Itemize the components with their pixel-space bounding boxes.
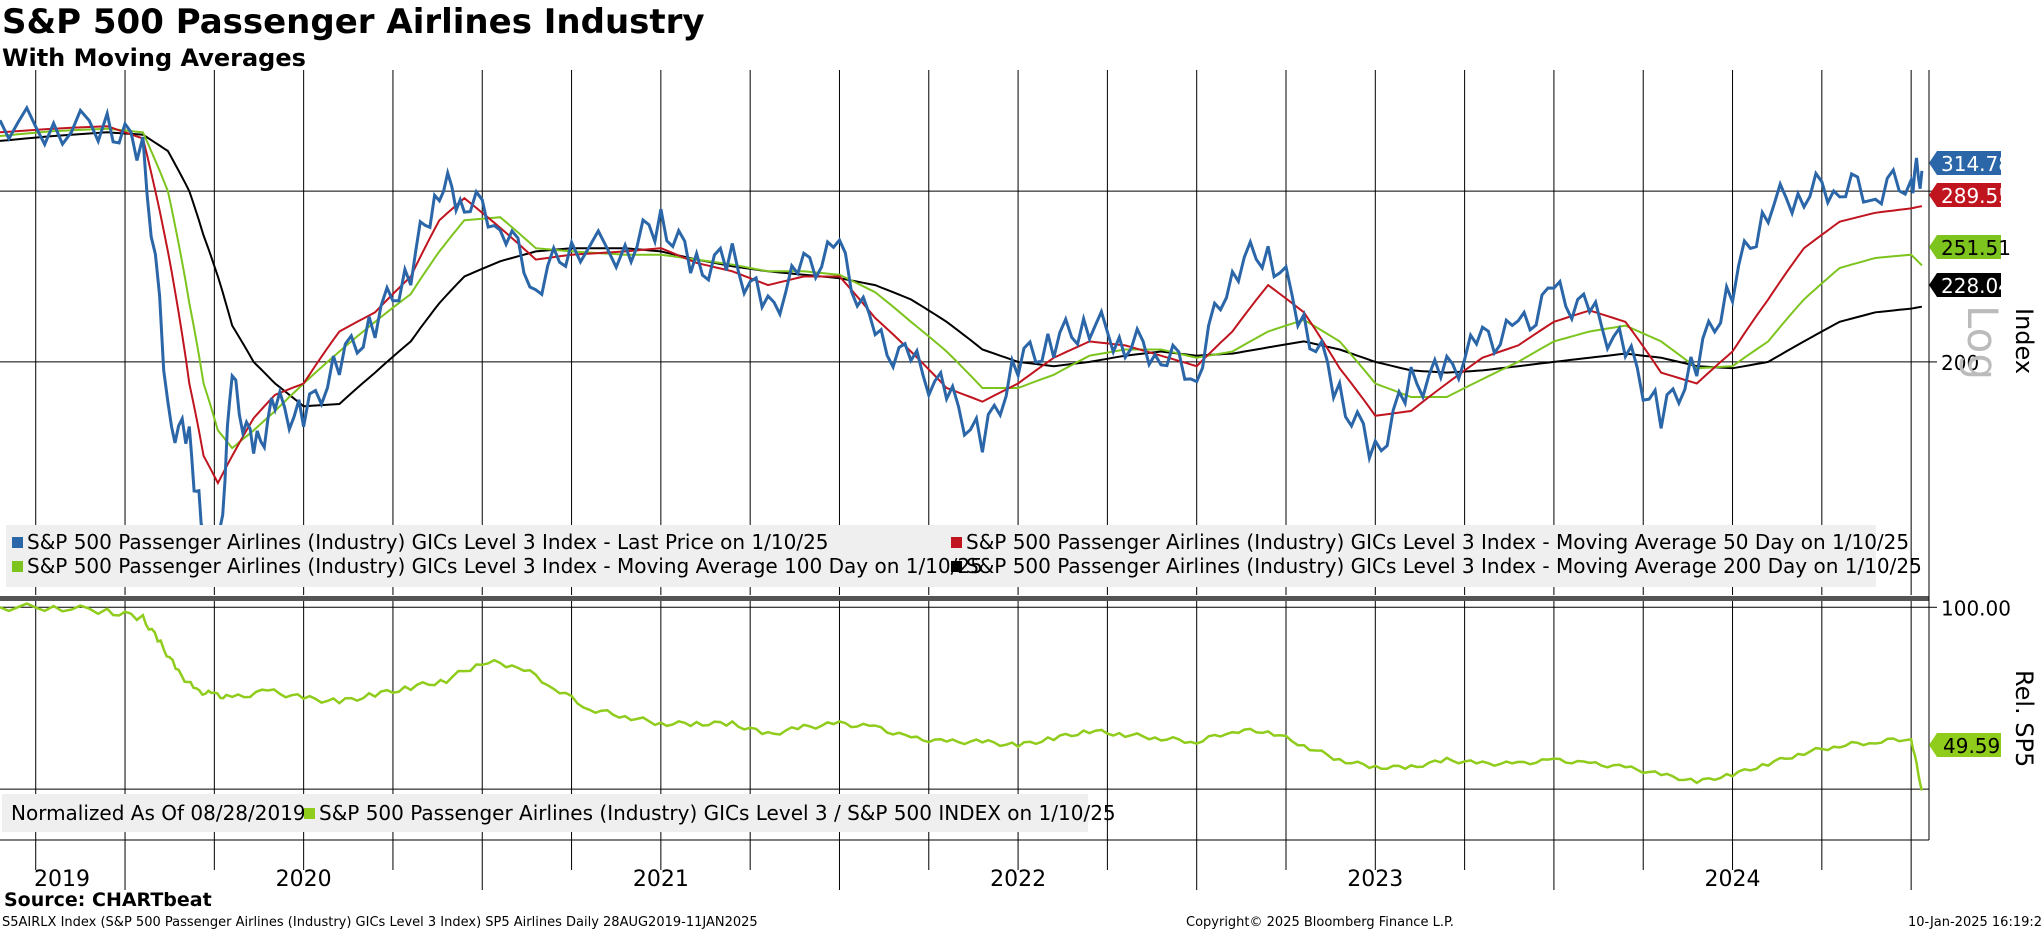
upper-ylabel: Index <box>2010 308 2038 374</box>
x-year-label: 2023 <box>1347 867 1403 892</box>
series-last-price <box>0 104 1924 575</box>
lower-series-group <box>0 602 1924 791</box>
last-value-label: 314.78 <box>1941 152 2011 176</box>
legend-label-ma50: S&P 500 Passenger Airlines (Industry) GI… <box>966 530 1910 554</box>
x-year-label: 2019 <box>34 867 90 892</box>
series-relative-sp5 <box>0 602 1924 791</box>
legend-swatch-ma50 <box>951 537 962 548</box>
upper-series-group <box>0 104 1924 575</box>
last-value-tag <box>1929 151 2001 175</box>
legend-label-ma200: S&P 500 Passenger Airlines (Industry) GI… <box>966 554 1922 578</box>
last-value-tag <box>1929 183 2001 207</box>
legend-swatch-relative <box>304 808 315 819</box>
lower-ylabel: Rel. SP5 <box>2010 670 2038 767</box>
footer-ticker-info: S5AIRLX Index (S&P 500 Passenger Airline… <box>2 915 758 930</box>
x-year-label: 2020 <box>276 867 332 892</box>
legend-swatch-ma200 <box>951 561 962 572</box>
last-value-label-lower: 49.59 <box>1943 734 2000 758</box>
footer-timestamp: 10-Jan-2025 16:19:20 <box>1908 915 2041 930</box>
footer-copyright: Copyright© 2025 Bloomberg Finance L.P. <box>1186 915 1454 930</box>
legend-swatch-ma100 <box>12 561 23 572</box>
upper-ytick-label: 200 <box>1941 351 1979 375</box>
chart-title: S&P 500 Passenger Airlines Industry <box>2 2 705 42</box>
legend-item-relative: S&P 500 Passenger Airlines (Industry) GI… <box>304 801 1116 825</box>
legend-item-last-price: S&P 500 Passenger Airlines (Industry) GI… <box>12 530 829 554</box>
lower-legend: Normalized As Of 08/28/2019 S&P 500 Pass… <box>2 794 1116 832</box>
legend-item-ma50: S&P 500 Passenger Airlines (Industry) GI… <box>951 530 1909 554</box>
legend-note-normalized: Normalized As Of 08/28/2019 <box>11 801 306 825</box>
legend-label-ma100: S&P 500 Passenger Airlines (Industry) GI… <box>27 554 983 578</box>
legend-label-last-price: S&P 500 Passenger Airlines (Industry) GI… <box>27 530 829 554</box>
legend-label-relative: S&P 500 Passenger Airlines (Industry) GI… <box>319 801 1116 825</box>
last-value-label: 228.04 <box>1941 274 2011 298</box>
last-value-tag <box>1929 273 2001 297</box>
lower-ytick-label: 100.00 <box>1941 596 2011 620</box>
legend-item-ma200: S&P 500 Passenger Airlines (Industry) GI… <box>951 554 1922 578</box>
last-value-tag <box>1929 235 2001 259</box>
x-year-label: 2024 <box>1705 867 1761 892</box>
series-ma200 <box>0 131 1923 408</box>
axes-group <box>0 70 1937 890</box>
last-value-tag-lower <box>1929 733 2001 757</box>
upper-legend: S&P 500 Passenger Airlines (Industry) GI… <box>6 525 1922 587</box>
legend-swatch-last-price <box>12 537 23 548</box>
series-ma50 <box>0 125 1923 486</box>
log-scale-label: Log <box>1958 305 2007 380</box>
normalized-note: Normalized As Of 08/28/2019 <box>11 801 306 825</box>
last-value-label: 289.55 <box>1941 184 2011 208</box>
panel-divider <box>0 596 1929 601</box>
source-label: Source: CHARTbeat <box>4 889 212 911</box>
x-year-label: 2022 <box>990 867 1046 892</box>
x-year-label: 2021 <box>633 867 689 892</box>
series-ma100 <box>0 127 1923 450</box>
legend-item-ma100: S&P 500 Passenger Airlines (Industry) GI… <box>12 554 983 578</box>
last-value-label: 251.51 <box>1941 236 2011 260</box>
chart-subtitle: With Moving Averages <box>2 44 306 72</box>
